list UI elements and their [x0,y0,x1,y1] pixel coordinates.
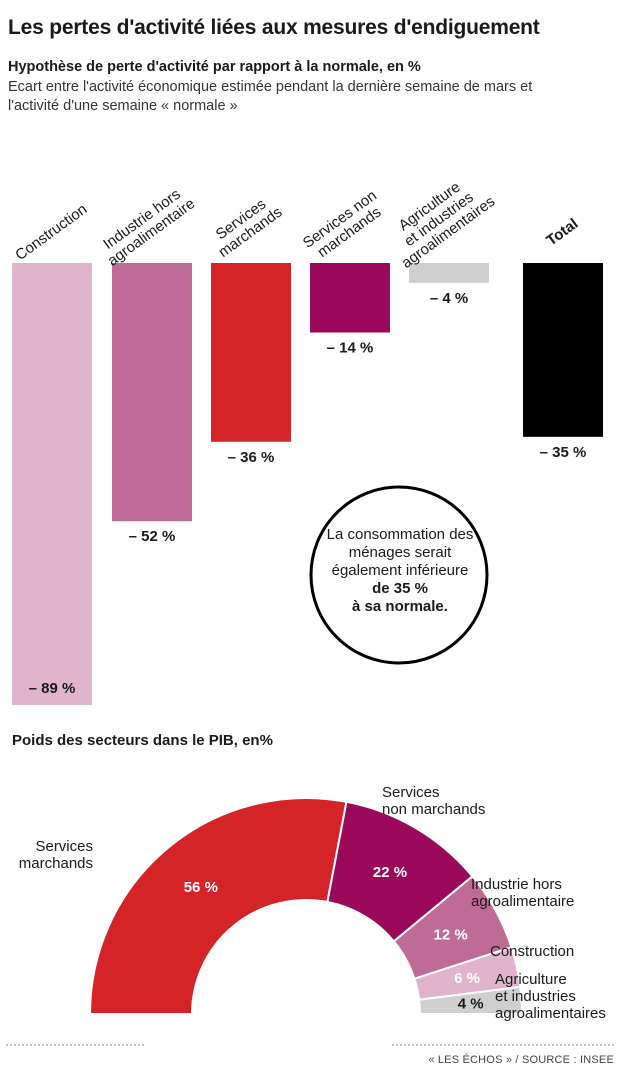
pie-chart-subtitle: Poids des secteurs dans le PIB, en% [12,732,273,749]
callout-line-1: La consommation des ménages serait égale… [326,526,474,579]
chart-title: Les pertes d'activité liées aux mesures … [8,16,540,39]
bar-value-agriculture-et-industries-agroalimentaires: – 4 % [430,290,468,307]
bar-chart [12,263,603,705]
bar-category-services-marchands: Servicesmarchands [206,191,285,261]
slice-value-construction: 6 % [454,970,480,987]
bar-category-services-non-marchands: Services nonmarchands [300,187,390,265]
slice-category-services-marchands: Services marchands [19,838,93,872]
bar-value-total: – 35 % [540,444,587,461]
bar-category-total: Total [543,215,581,249]
slice-value-services-non-marchands: 22 % [373,864,407,881]
bar-value-industrie-hors-agroalimentaire: – 52 % [129,528,176,545]
bar-category-industrie-hors-agroalimentaire: Industrie horsagroalimentaire [95,182,198,269]
bar-category-agriculture-et-industries-agroalimentaires: Agricultureet industriesagroalimentaires [380,167,499,272]
half-donut-value-labels: 56 % 22 % 12 % 6 % 4 % [184,864,484,1013]
slice-category-construction: Construction [490,943,574,960]
slice-value-industrie-hors-agroalimentaire: 12 % [433,927,467,944]
half-donut-chart [88,797,524,1015]
bar-value-services-non-marchands: – 14 % [327,340,374,357]
bar-chart-subtitle: Hypothèse de perte d'activité par rappor… [8,59,421,75]
slice-value-agriculture-et-industries-agroalimentaires: 4 % [458,996,484,1013]
half-donut-category-labels: Services marchands Services non marchands In… [19,784,606,1022]
bar-value-construction: – 89 % [29,680,76,697]
slice-category-services-non-marchands: Services non marchands [382,784,485,818]
slice-category-industrie-hors-agroalimentaire: Industrie hors agroalimentaire [471,876,574,910]
bar-total [523,263,603,437]
bar-chart-value-labels: – 89 % – 52 % – 36 % – 14 % – 4 % – 35 % [29,290,587,697]
slice-value-services-marchands: 56 % [184,879,218,896]
source-credit: « LES ÉCHOS » / SOURCE : INSEE [428,1054,614,1066]
callout-line-3: à sa normale. [352,598,448,615]
bar-chart-description: Ecart entre l'activité économique estimé… [8,79,533,114]
callout-text: La consommation des ménages serait égale… [312,526,488,616]
callout-line-2: de 35 % [372,580,428,597]
bar-construction [12,263,92,705]
bar-services-marchands [211,263,291,442]
bar-industrie-hors-agroalimentaire [112,263,192,522]
bar-services-non-marchands [310,263,390,333]
bar-chart-category-labels: Construction Industrie horsagroalimentair… [12,167,581,272]
bar-category-construction: Construction [12,201,90,264]
slice-agriculture-et-industries-agroalimentaires [417,985,524,1015]
bar-agriculture-et-industries-agroalimentaires [409,263,489,283]
slice-category-agriculture-et-industries-agroalimentaires: Agriculture et industries agroalimentaires [495,971,606,1022]
bar-value-services-marchands: – 36 % [228,449,275,466]
slice-services-marchands [88,797,348,1015]
callout-circle [309,485,489,665]
